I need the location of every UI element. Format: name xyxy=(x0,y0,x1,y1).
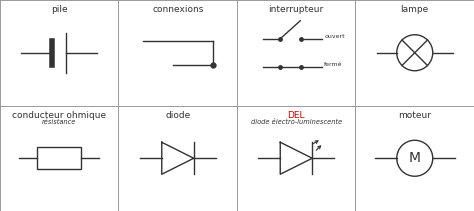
Text: connexions: connexions xyxy=(152,5,203,14)
Text: M: M xyxy=(409,151,421,165)
Text: diode électro-luminescente: diode électro-luminescente xyxy=(251,119,342,126)
Text: lampe: lampe xyxy=(401,5,429,14)
Text: moteur: moteur xyxy=(398,111,431,119)
Bar xyxy=(37,147,81,169)
Text: interrupteur: interrupteur xyxy=(269,5,324,14)
Text: diode: diode xyxy=(165,111,191,119)
Text: fermé: fermé xyxy=(324,62,343,67)
Text: conducteur ohmique: conducteur ohmique xyxy=(12,111,106,119)
Text: DEL: DEL xyxy=(288,111,305,119)
Text: ouvert: ouvert xyxy=(324,34,345,39)
Text: pile: pile xyxy=(51,5,68,14)
Text: résistance: résistance xyxy=(42,119,76,126)
